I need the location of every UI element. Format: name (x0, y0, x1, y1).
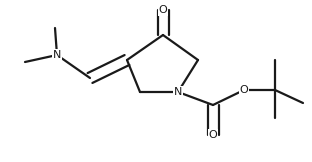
Text: O: O (158, 5, 167, 15)
Text: O: O (209, 130, 217, 140)
Text: O: O (240, 85, 248, 95)
Text: N: N (174, 87, 182, 97)
Text: N: N (53, 50, 61, 60)
